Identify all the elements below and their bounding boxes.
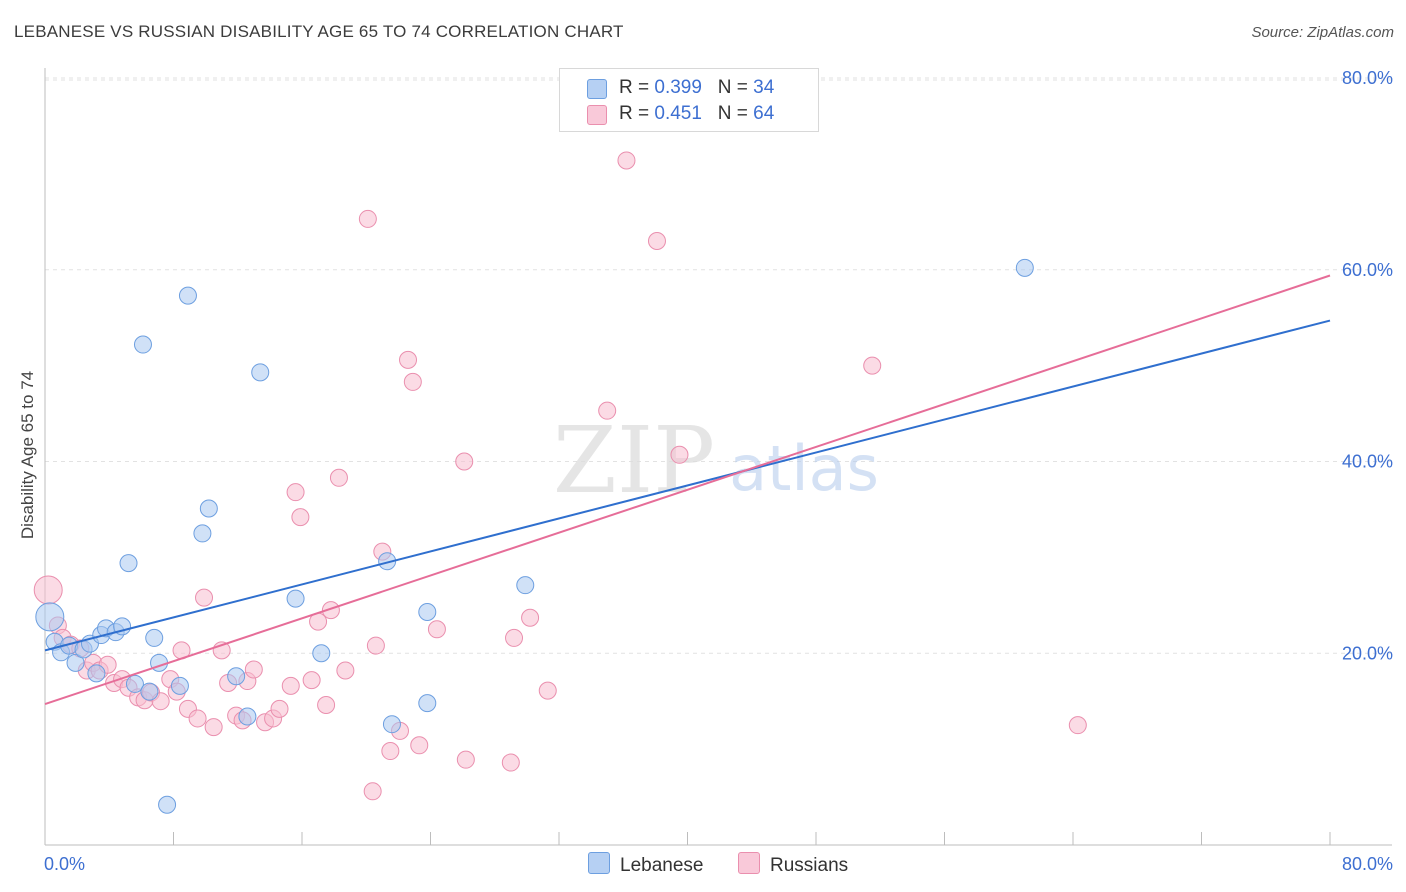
point-russians [321,601,340,620]
point-russians [670,445,689,464]
point-lebanese [145,628,164,647]
point-russians [399,350,418,369]
point-russians [270,699,289,718]
point-lebanese [382,715,401,734]
x-tick-label: 0.0% [44,854,85,874]
point-russians [1068,716,1087,735]
y-tick-label: 40.0% [1342,452,1393,472]
legend-n-label: N = [717,77,754,98]
bottom-legend-russians-label: Russians [770,855,849,876]
russians-swatch [587,105,607,125]
point-lebanese [170,676,189,695]
tick-labels: 20.0% 40.0% 60.0% 80.0% 0.0% 80.0% [44,68,1393,874]
point-russians [302,671,321,690]
point-lebanese [238,707,257,726]
bottom-legend-lebanese-label: Lebanese [620,855,704,876]
legend-r-value: 0.451 [654,103,702,124]
point-lebanese [251,363,270,382]
point-lebanese [125,674,144,693]
point-lebanese [119,554,138,573]
lebanese-points [35,258,1034,814]
legend-n-label: N = [717,103,754,124]
point-russians [863,356,882,375]
point-russians [291,508,310,527]
point-russians [505,628,524,647]
point-russians [647,231,666,250]
lebanese-swatch [588,852,610,874]
point-russians [410,736,429,755]
point-russians [366,636,385,655]
point-lebanese [66,653,85,672]
y-axis-label: Disability Age 65 to 74 [18,371,37,539]
point-russians [358,209,377,228]
point-lebanese [227,667,246,686]
point-russians [33,575,63,605]
point-lebanese [140,682,159,701]
gridlines [45,77,1392,654]
point-lebanese [193,524,212,543]
correlation-legend: R = 0.399 N = 34 R = 0.451 N = 64 [559,68,819,132]
trendline-russians [44,274,1331,706]
legend-n-value: 34 [753,77,775,98]
point-russians [617,151,636,170]
y-tick-label: 20.0% [1342,643,1393,663]
point-lebanese [418,694,437,713]
point-lebanese [312,644,331,663]
point-russians [427,620,446,639]
point-russians [456,750,475,769]
point-russians [336,661,355,680]
watermark-zip: ZIP [553,407,715,514]
point-russians [195,588,214,607]
point-russians [317,696,336,715]
point-lebanese [158,795,177,814]
point-lebanese [516,576,535,595]
point-russians [204,718,223,737]
point-russians [329,468,348,487]
chart-title: LEBANESE VS RUSSIAN DISABILITY AGE 65 TO… [14,22,624,41]
point-russians [381,742,400,761]
legend-r-value: 0.399 [654,77,702,98]
point-russians [501,753,520,772]
point-russians [403,372,422,391]
bottom-legend-lebanese: Lebanese [588,852,703,877]
y-tick-label: 80.0% [1342,68,1393,88]
point-russians [363,782,382,801]
point-lebanese [199,499,218,518]
point-lebanese [87,664,106,683]
russians-swatch [738,852,760,874]
x-tick-label: 80.0% [1342,854,1393,874]
point-lebanese [35,602,65,632]
point-russians [244,660,263,679]
lebanese-swatch [587,79,607,99]
point-lebanese [286,589,305,608]
point-russians [188,709,207,728]
legend-n-value: 64 [753,103,775,124]
point-russians [598,401,617,420]
bottom-legend-russians: Russians [738,852,848,877]
point-russians [281,676,300,695]
source-label: Source: ZipAtlas.com [1251,24,1394,41]
point-lebanese [178,286,197,305]
point-russians [538,681,557,700]
trendlines [44,274,1331,706]
legend-r-label: R = [619,103,655,124]
legend-r-label: R = [619,77,655,98]
y-tick-label: 60.0% [1342,260,1393,280]
point-lebanese [1015,258,1034,277]
axes [44,68,1392,846]
trendline-lebanese [44,319,1331,652]
point-russians [286,483,305,502]
point-russians [521,608,540,627]
point-russians [455,452,474,471]
point-lebanese [418,603,437,622]
point-lebanese [133,335,152,354]
